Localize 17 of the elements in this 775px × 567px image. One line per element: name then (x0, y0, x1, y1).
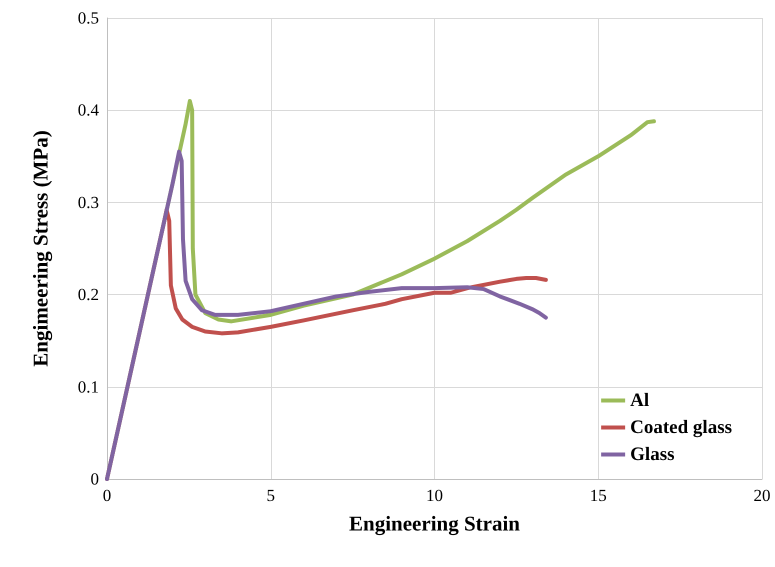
x-tick-label: 15 (590, 486, 607, 505)
y-tick-label: 0.2 (78, 285, 99, 304)
y-tick-label: 0.5 (78, 8, 99, 28)
y-tick-label: 0.3 (78, 192, 99, 212)
legend-label: Al (630, 390, 650, 411)
y-tick-label: 0.4 (78, 100, 100, 120)
y-tick-label: 0.1 (78, 377, 99, 396)
x-axis-title: Engineering Strain (349, 512, 520, 536)
legend-label: Coated glass (630, 417, 732, 438)
x-tick-label: 0 (102, 486, 112, 505)
y-tick-label: 0 (90, 470, 99, 488)
y-axis-title: Engimeering Stress (MPa) (28, 130, 52, 367)
line-series (105, 150, 548, 481)
x-tick-label: 20 (754, 486, 770, 505)
x-tick-label: 10 (426, 486, 443, 505)
x-tick-label: 5 (266, 486, 275, 505)
legend-label: Glass (630, 444, 674, 465)
